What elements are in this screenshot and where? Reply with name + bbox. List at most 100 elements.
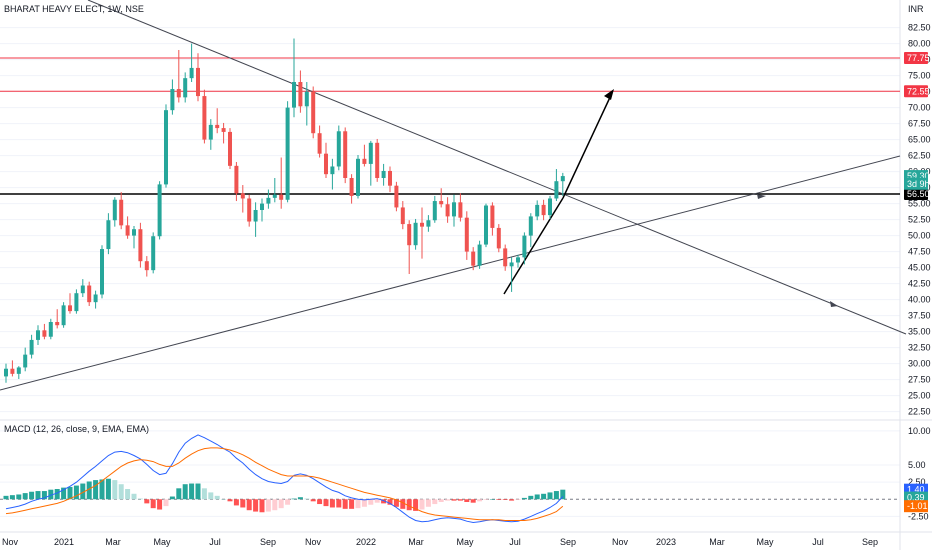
candle-body xyxy=(93,294,98,303)
trend-lines xyxy=(0,0,907,391)
macd-histogram-bar xyxy=(67,486,73,500)
macd-histogram-bar xyxy=(387,499,393,505)
candle-body xyxy=(292,82,296,108)
time-tick-label: Sep xyxy=(862,537,878,547)
candle-body xyxy=(125,225,130,236)
candle-body xyxy=(240,193,245,199)
macd-histogram-bar xyxy=(368,499,374,505)
macd-histogram-bar xyxy=(125,489,131,500)
macd-histogram-bar xyxy=(208,492,214,500)
macd-histogram-bar xyxy=(22,493,28,500)
macd-histogram-bar xyxy=(16,494,22,500)
macd-histogram-bar xyxy=(419,499,425,510)
price-tick-label: 32.50 xyxy=(908,343,931,353)
time-tick-label: Sep xyxy=(260,537,276,547)
macd-histogram-bar xyxy=(157,499,163,510)
candle-body xyxy=(247,198,252,222)
descending-trend-line[interactable] xyxy=(87,0,907,335)
macd-histogram-bar xyxy=(361,499,367,507)
macd-histogram-bar xyxy=(144,499,150,504)
candle-body xyxy=(16,367,21,374)
time-tick-label: 2022 xyxy=(356,537,376,547)
macd-histogram-bar xyxy=(349,499,355,509)
candle-body xyxy=(349,178,354,196)
macd-value-tag-label: -1.01 xyxy=(907,501,928,511)
candle-body xyxy=(528,216,533,236)
macd-label: MACD (12, 26, close, 9, EMA, EMA) xyxy=(4,424,149,434)
candle-body xyxy=(452,202,456,217)
candle-body xyxy=(176,89,181,98)
macd-histogram-bar xyxy=(541,493,547,500)
candles xyxy=(4,38,565,383)
macd-axis: -2.50 2.50 5.00 10.00 1.400.39-1.01 xyxy=(904,426,931,521)
ascending-trend-line[interactable] xyxy=(0,155,901,391)
candle-body xyxy=(202,96,207,140)
time-tick-label: Jul xyxy=(209,537,221,547)
price-tag-label: 3d 9h xyxy=(907,179,930,189)
price-tick-label: 42.50 xyxy=(908,279,931,289)
price-tick-label: 50.00 xyxy=(908,231,931,241)
time-tick-label: Mar xyxy=(105,537,121,547)
macd-histogram-bar xyxy=(400,499,406,509)
macd-histogram-bar xyxy=(253,499,259,512)
candle-body xyxy=(208,124,213,140)
candle-body xyxy=(132,229,136,236)
macd-histogram-bar xyxy=(393,499,399,507)
macd-histogram-bar xyxy=(285,499,291,505)
macd-histogram-bar xyxy=(137,498,143,500)
macd-histogram-bar xyxy=(99,479,105,500)
macd-histogram-bar xyxy=(445,499,451,501)
macd-histogram-bar xyxy=(9,495,15,500)
price-tick-label: 62.50 xyxy=(908,151,931,161)
level-tag-label: 77.75 xyxy=(907,53,930,63)
macd-histogram-bar xyxy=(189,483,195,500)
macd-histogram-bar xyxy=(310,499,316,502)
time-tick-label: Jul xyxy=(509,537,521,547)
breakout-line[interactable] xyxy=(503,197,564,295)
currency-label: INR xyxy=(908,4,924,14)
price-tick-label: 45.00 xyxy=(908,263,931,273)
candle-body xyxy=(496,227,501,249)
price-grid xyxy=(0,27,900,413)
time-tick-label: Mar xyxy=(408,537,424,547)
candle-body xyxy=(381,170,386,178)
candle-body xyxy=(61,305,66,326)
candle-body xyxy=(68,305,72,312)
candle-body xyxy=(23,354,28,368)
candle-body xyxy=(400,207,405,225)
price-tick-label: 65.00 xyxy=(908,135,931,145)
candle-body xyxy=(279,194,284,200)
macd-histogram-bar xyxy=(553,491,559,500)
candle-body xyxy=(394,185,399,208)
price-tick-label: 82.50 xyxy=(908,23,931,33)
macd-histogram-bar xyxy=(291,498,297,500)
price-tick-label: 30.00 xyxy=(908,359,931,369)
macd-histogram-bar xyxy=(201,488,207,500)
candle-body xyxy=(388,170,392,186)
macd-histogram-bar xyxy=(560,489,566,500)
macd-histogram-bar xyxy=(265,499,271,512)
macd-value-tag-label: 1.40 xyxy=(907,485,925,495)
level-tag-label: 56.50 xyxy=(907,189,930,199)
macd-histogram-bar xyxy=(195,483,201,500)
candle-body xyxy=(439,201,444,205)
candle-body xyxy=(183,78,188,98)
price-tick-label: 75.00 xyxy=(908,71,931,81)
macd-value-tag-label: 0.39 xyxy=(907,493,925,503)
macd-histogram-bar xyxy=(515,499,521,500)
candle-body xyxy=(509,262,514,267)
time-tick-label: Mar xyxy=(709,537,725,547)
macd-histogram-bar xyxy=(35,491,41,500)
macd-tick-label: 5.00 xyxy=(908,460,926,470)
price-tick-label: 80.00 xyxy=(908,39,931,49)
time-axis: Nov 2021 Mar May Jul Sep Nov 2022 Mar May Jul Sep No… xyxy=(2,537,878,547)
candle-body xyxy=(74,293,79,312)
candle-body xyxy=(426,220,431,227)
macd-tick-label: -2.50 xyxy=(908,511,929,521)
candle-body xyxy=(100,249,104,295)
candle-body xyxy=(541,204,546,216)
projection-arrow-line[interactable] xyxy=(562,92,613,199)
candle-body xyxy=(48,322,53,337)
